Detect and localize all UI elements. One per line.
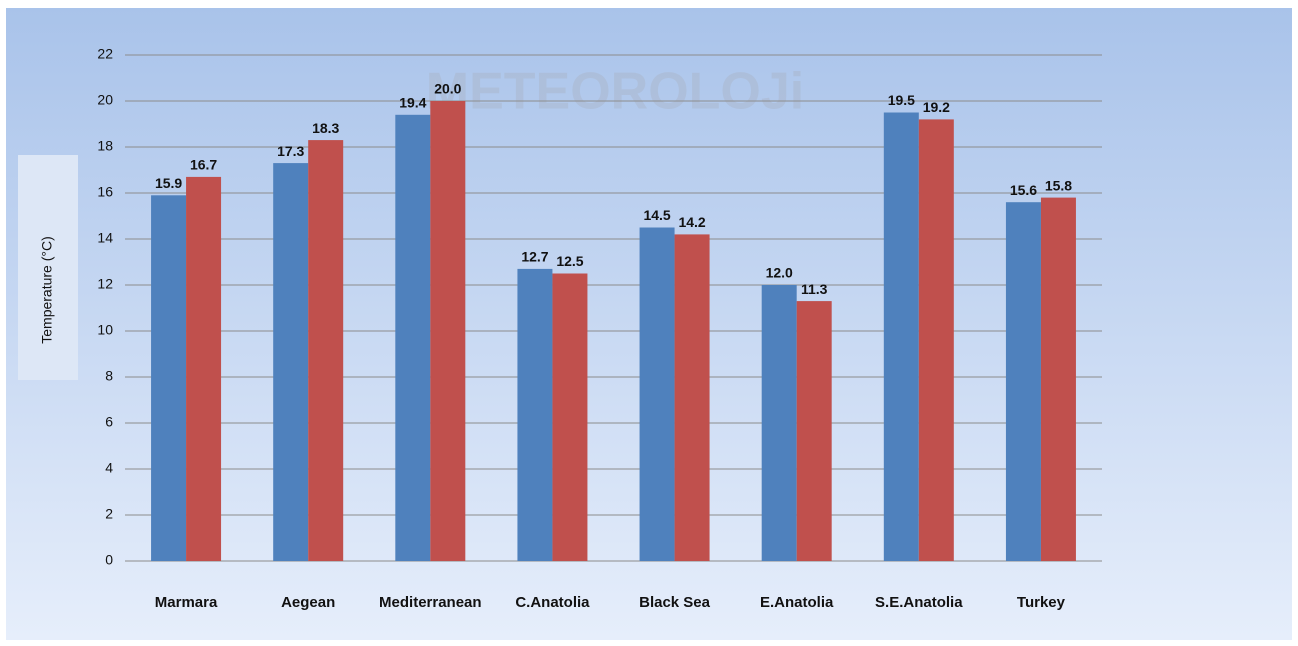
x-tick-label: C.Anatolia bbox=[515, 594, 590, 611]
value-label: 20.0 bbox=[434, 81, 461, 97]
bar bbox=[883, 112, 919, 561]
value-label: 16.7 bbox=[190, 157, 217, 173]
bar bbox=[517, 268, 553, 561]
bar bbox=[430, 101, 466, 561]
y-tick-label: 16 bbox=[97, 184, 113, 200]
bar bbox=[151, 195, 187, 562]
y-tick-label: 8 bbox=[105, 368, 113, 384]
bar bbox=[186, 176, 222, 561]
value-label: 14.2 bbox=[678, 214, 705, 230]
value-label: 19.2 bbox=[923, 99, 950, 115]
bar bbox=[1040, 197, 1076, 561]
y-tick-label: 2 bbox=[105, 506, 113, 522]
y-tick-label: 4 bbox=[105, 460, 113, 476]
y-tick-label: 22 bbox=[97, 46, 113, 62]
bar bbox=[674, 234, 710, 561]
bar bbox=[273, 163, 309, 561]
bar bbox=[308, 140, 344, 561]
x-tick-label: Marmara bbox=[155, 594, 218, 611]
watermark: METEOROLOJi bbox=[426, 63, 804, 121]
bar bbox=[395, 114, 431, 562]
x-tick-label: Turkey bbox=[1017, 594, 1066, 611]
bar bbox=[761, 285, 797, 561]
value-label: 18.3 bbox=[312, 120, 339, 136]
y-tick-label: 10 bbox=[97, 322, 113, 338]
value-label: 12.5 bbox=[556, 253, 583, 269]
value-label: 15.8 bbox=[1045, 177, 1072, 193]
x-tick-label: Mediterranean bbox=[379, 594, 482, 611]
bar bbox=[1005, 202, 1041, 561]
bar bbox=[639, 227, 675, 561]
value-label: 12.7 bbox=[521, 249, 548, 265]
bar bbox=[918, 119, 954, 562]
bar bbox=[552, 273, 588, 561]
y-tick-label: 18 bbox=[97, 138, 113, 154]
value-label: 12.0 bbox=[766, 265, 793, 281]
x-tick-label: E.Anatolia bbox=[760, 594, 834, 611]
y-tick-label: 12 bbox=[97, 276, 113, 292]
value-label: 15.9 bbox=[155, 175, 182, 191]
y-tick-label: 20 bbox=[97, 92, 113, 108]
y-axis-label: Temperature (°C) bbox=[39, 236, 55, 344]
y-label-box bbox=[18, 155, 78, 380]
x-tick-label: Aegean bbox=[281, 594, 335, 611]
bar bbox=[796, 301, 832, 561]
y-tick-label: 0 bbox=[105, 552, 113, 568]
value-label: 19.5 bbox=[888, 92, 915, 108]
value-label: 17.3 bbox=[277, 143, 304, 159]
value-label: 19.4 bbox=[399, 95, 426, 111]
x-tick-label: S.E.Anatolia bbox=[875, 594, 963, 611]
x-tick-label: Black Sea bbox=[639, 594, 711, 611]
y-tick-label: 14 bbox=[97, 230, 113, 246]
y-tick-label: 6 bbox=[105, 414, 113, 430]
value-label: 11.3 bbox=[801, 281, 828, 297]
value-label: 14.5 bbox=[643, 207, 670, 223]
value-label: 15.6 bbox=[1010, 182, 1037, 198]
